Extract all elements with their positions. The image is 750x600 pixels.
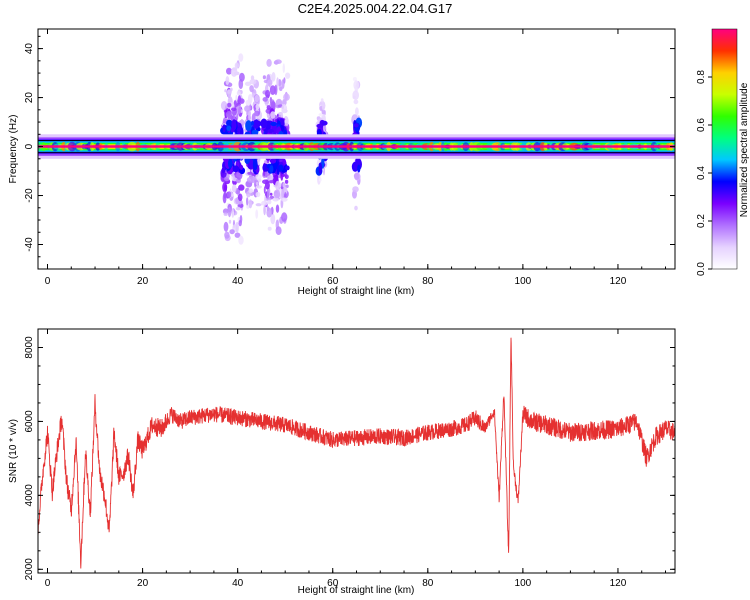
spectrogram-x-tick-label: 40 bbox=[232, 276, 244, 287]
spectrogram-y-tick-label: 20 bbox=[24, 92, 35, 104]
colorbar-ticks: 0.0 0.2 0.4 0.6 0.8 bbox=[696, 70, 712, 276]
snr-x-tick-label: 80 bbox=[422, 578, 434, 589]
spectrogram-y-tick-label: 0 bbox=[24, 143, 35, 149]
snr-x-axis-label: Height of straight line (km) bbox=[298, 585, 415, 596]
spectrogram-y-tick-label: -40 bbox=[24, 237, 35, 252]
spectrogram-x-tick-label: 0 bbox=[45, 276, 51, 287]
snr-y-axis-label: SNR (10 * v/v) bbox=[8, 419, 19, 483]
colorbar-gradient bbox=[711, 28, 738, 270]
snr-x-tick-label: 60 bbox=[327, 578, 339, 589]
colorbar-tick-label: 0.0 bbox=[696, 262, 707, 276]
spectrogram-y-tick-label: 40 bbox=[24, 43, 35, 55]
spectrogram-x-tick-label: 60 bbox=[327, 276, 339, 287]
chart-title: C2E4.2025.004.22.04.G17 bbox=[297, 1, 453, 16]
snr-series-line bbox=[38, 337, 675, 569]
snr-y-tick-label: 2000 bbox=[24, 558, 35, 581]
snr-x-tick-label: 120 bbox=[610, 578, 627, 589]
snr-y-tick-label: 8000 bbox=[24, 336, 35, 359]
snr-panel: 0 20 40 60 80 100 120 2000 4000 6000 8000 Height o… bbox=[8, 328, 676, 596]
colorbar-label: Normalized spectral amplitude bbox=[739, 82, 750, 217]
spectrogram-x-tick-label: 100 bbox=[515, 276, 532, 287]
spectrogram-x-axis-label: Height of straight line (km) bbox=[298, 286, 415, 297]
spectrogram-x-tick-label: 80 bbox=[422, 276, 434, 287]
snr-plot-area bbox=[38, 329, 675, 573]
colorbar-tick-label: 0.2 bbox=[696, 214, 707, 228]
spectrogram-x-tick-label: 20 bbox=[137, 276, 149, 287]
snr-y-tick-label: 4000 bbox=[24, 484, 35, 507]
colorbar-tick-label: 0.4 bbox=[696, 166, 707, 180]
spectrogram-y-tick-label: -20 bbox=[24, 188, 35, 203]
snr-y-tick-label: 6000 bbox=[24, 410, 35, 433]
snr-x-tick-label: 100 bbox=[515, 578, 532, 589]
spectrogram-image bbox=[38, 53, 675, 245]
spectrogram-y-axis-label: Frequency (Hz) bbox=[8, 115, 19, 184]
snr-x-tick-label: 20 bbox=[137, 578, 149, 589]
snr-x-tick-label: 0 bbox=[45, 578, 51, 589]
colorbar-tick-label: 0.6 bbox=[696, 118, 707, 132]
spectrogram-axes: 0 20 40 60 80 100 120 -40 -20 0 20 40 bbox=[24, 29, 675, 287]
snr-x-tick-label: 40 bbox=[232, 578, 244, 589]
spectrogram-panel: 0 20 40 60 80 100 120 -40 -20 0 20 40 Height of str… bbox=[8, 28, 676, 297]
snr-axes: 0 20 40 60 80 100 120 2000 4000 6000 8000 bbox=[24, 329, 675, 589]
spectrogram-x-tick-label: 120 bbox=[610, 276, 627, 287]
colorbar-tick-label: 0.8 bbox=[696, 70, 707, 84]
colorbar: 0.0 0.2 0.4 0.6 0.8 Normalized spectral ampl… bbox=[696, 28, 750, 276]
spectrogram-ridge bbox=[38, 134, 675, 159]
